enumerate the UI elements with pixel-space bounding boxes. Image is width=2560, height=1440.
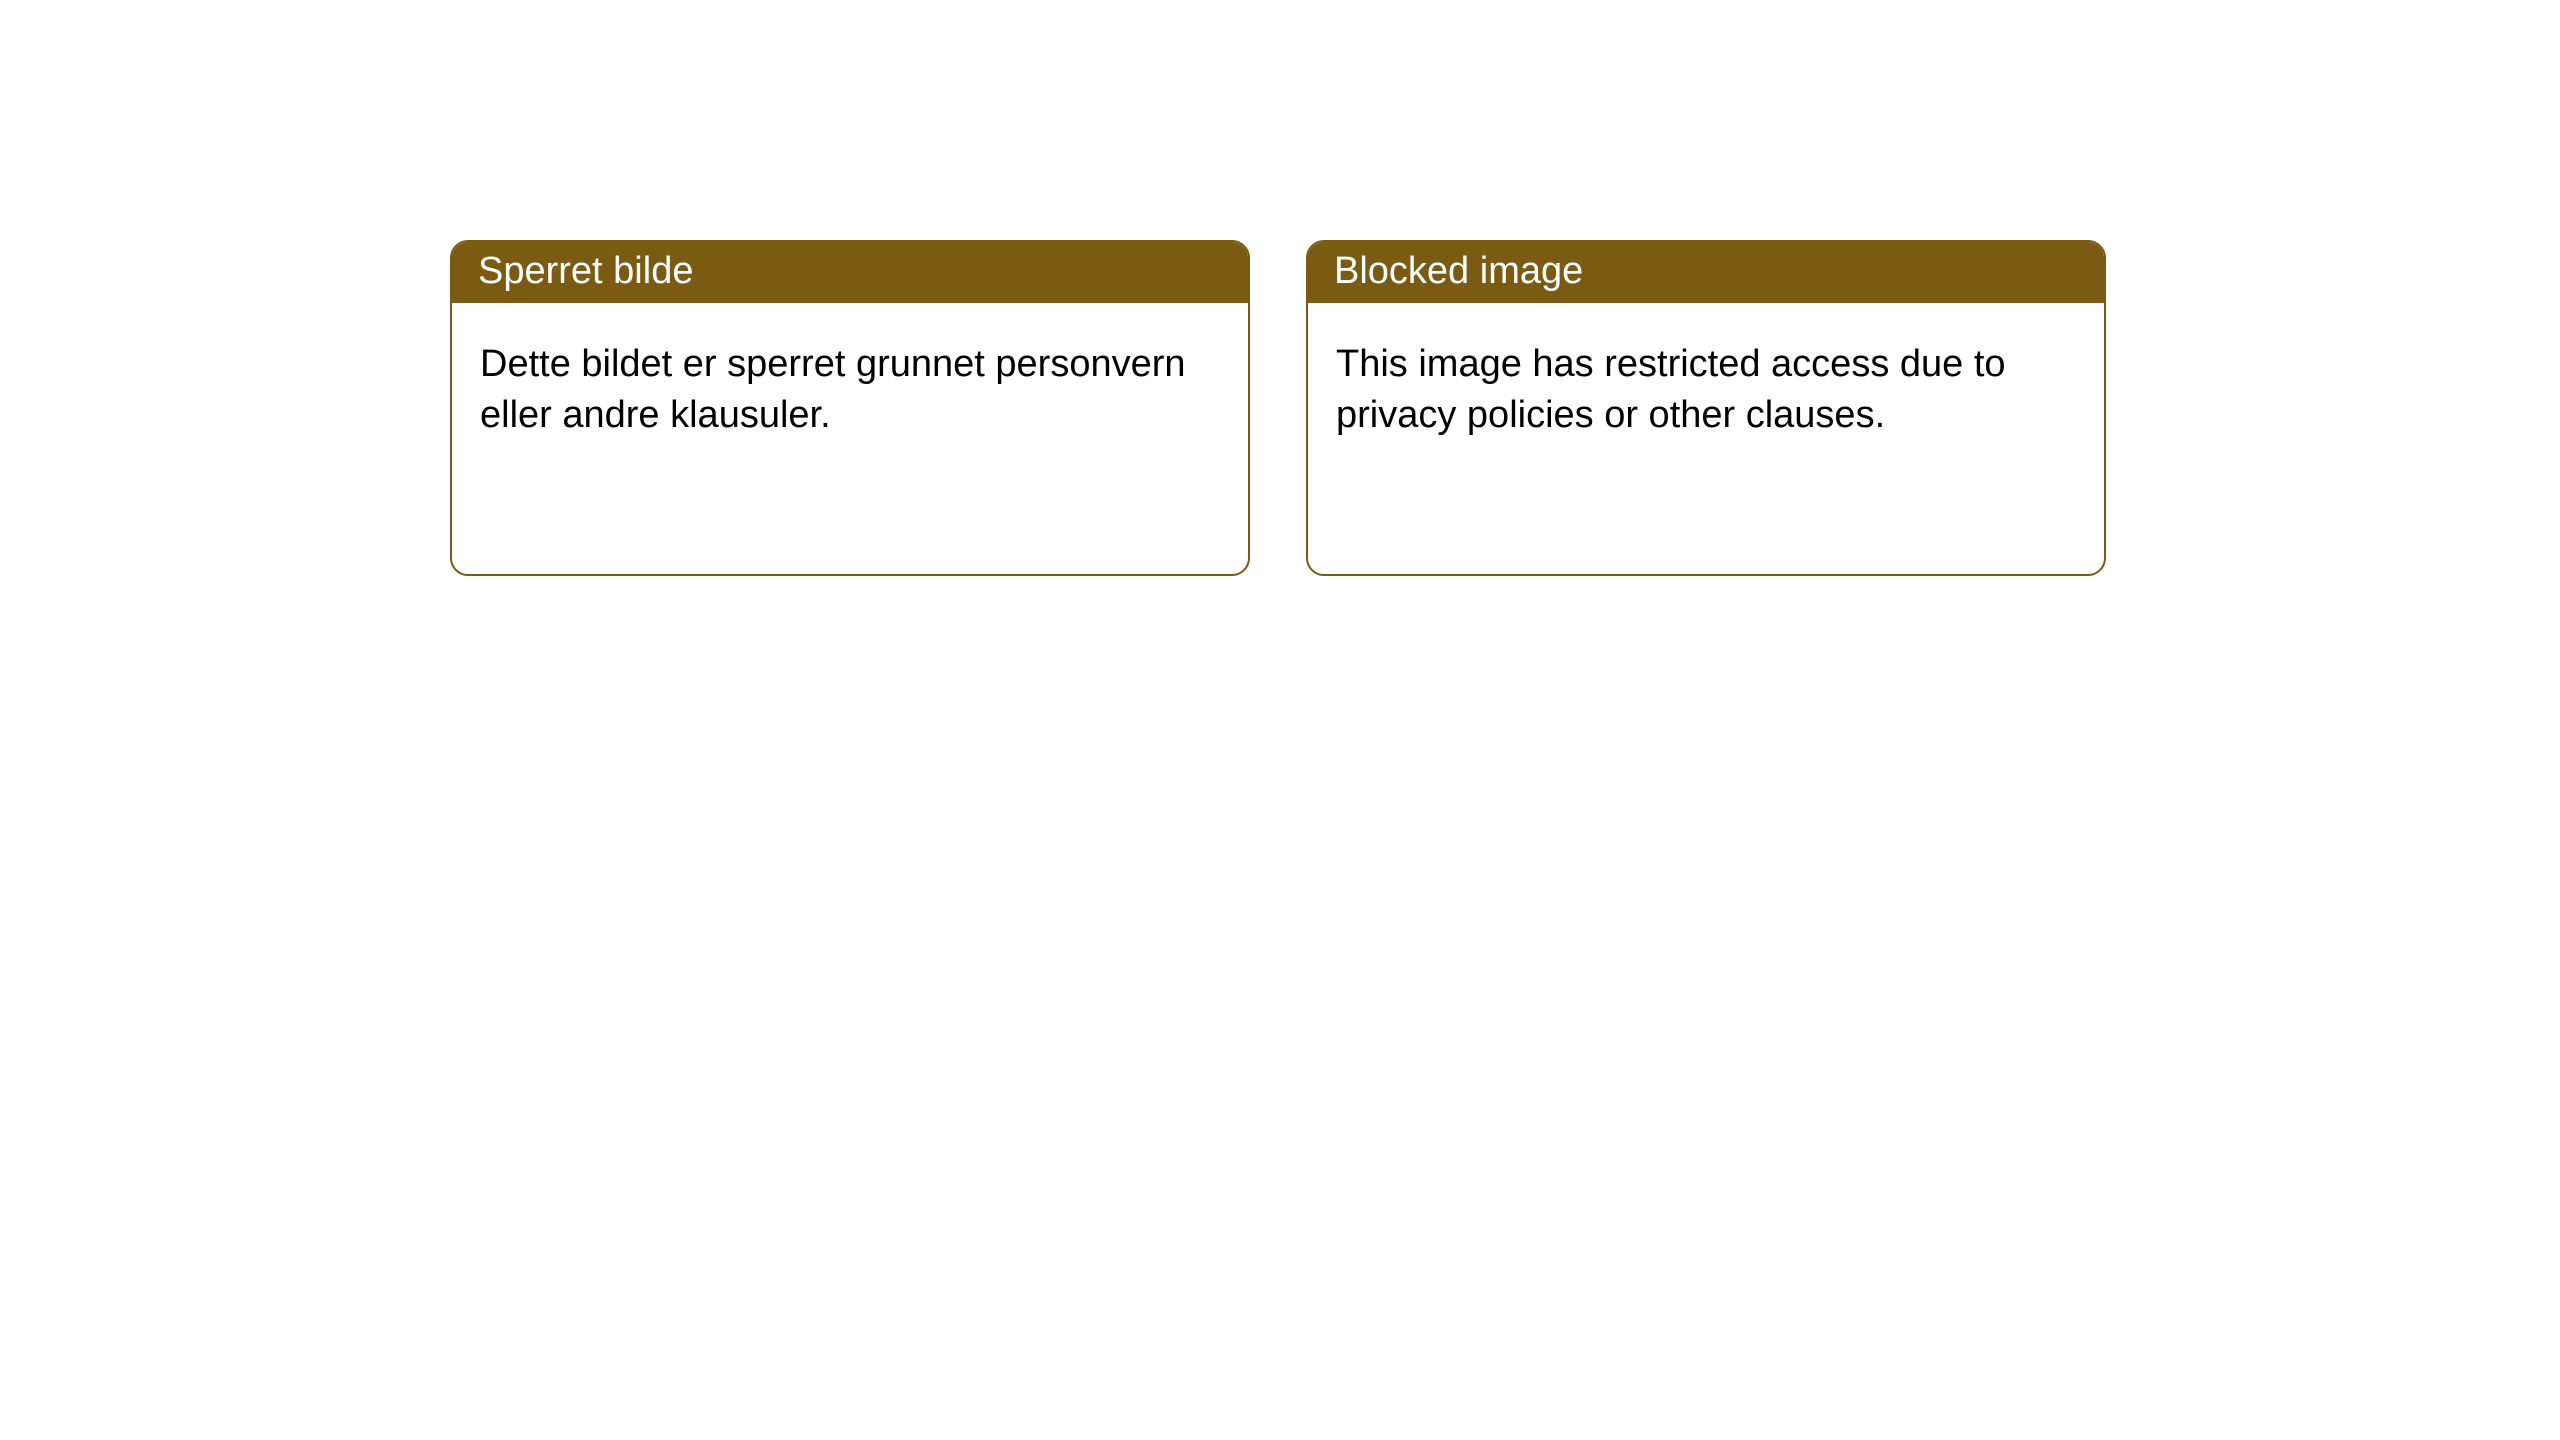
notice-container: Sperret bilde Dette bildet er sperret gr… [0,0,2560,576]
card-text: This image has restricted access due to … [1336,343,2006,436]
card-body: Dette bildet er sperret grunnet personve… [452,303,1248,470]
card-header: Blocked image [1308,242,2104,303]
notice-card-english: Blocked image This image has restricted … [1306,240,2106,576]
card-title: Sperret bilde [478,250,693,292]
card-body: This image has restricted access due to … [1308,303,2104,470]
notice-card-norwegian: Sperret bilde Dette bildet er sperret gr… [450,240,1250,576]
card-title: Blocked image [1334,250,1583,292]
card-text: Dette bildet er sperret grunnet personve… [480,343,1186,436]
card-header: Sperret bilde [452,242,1248,303]
